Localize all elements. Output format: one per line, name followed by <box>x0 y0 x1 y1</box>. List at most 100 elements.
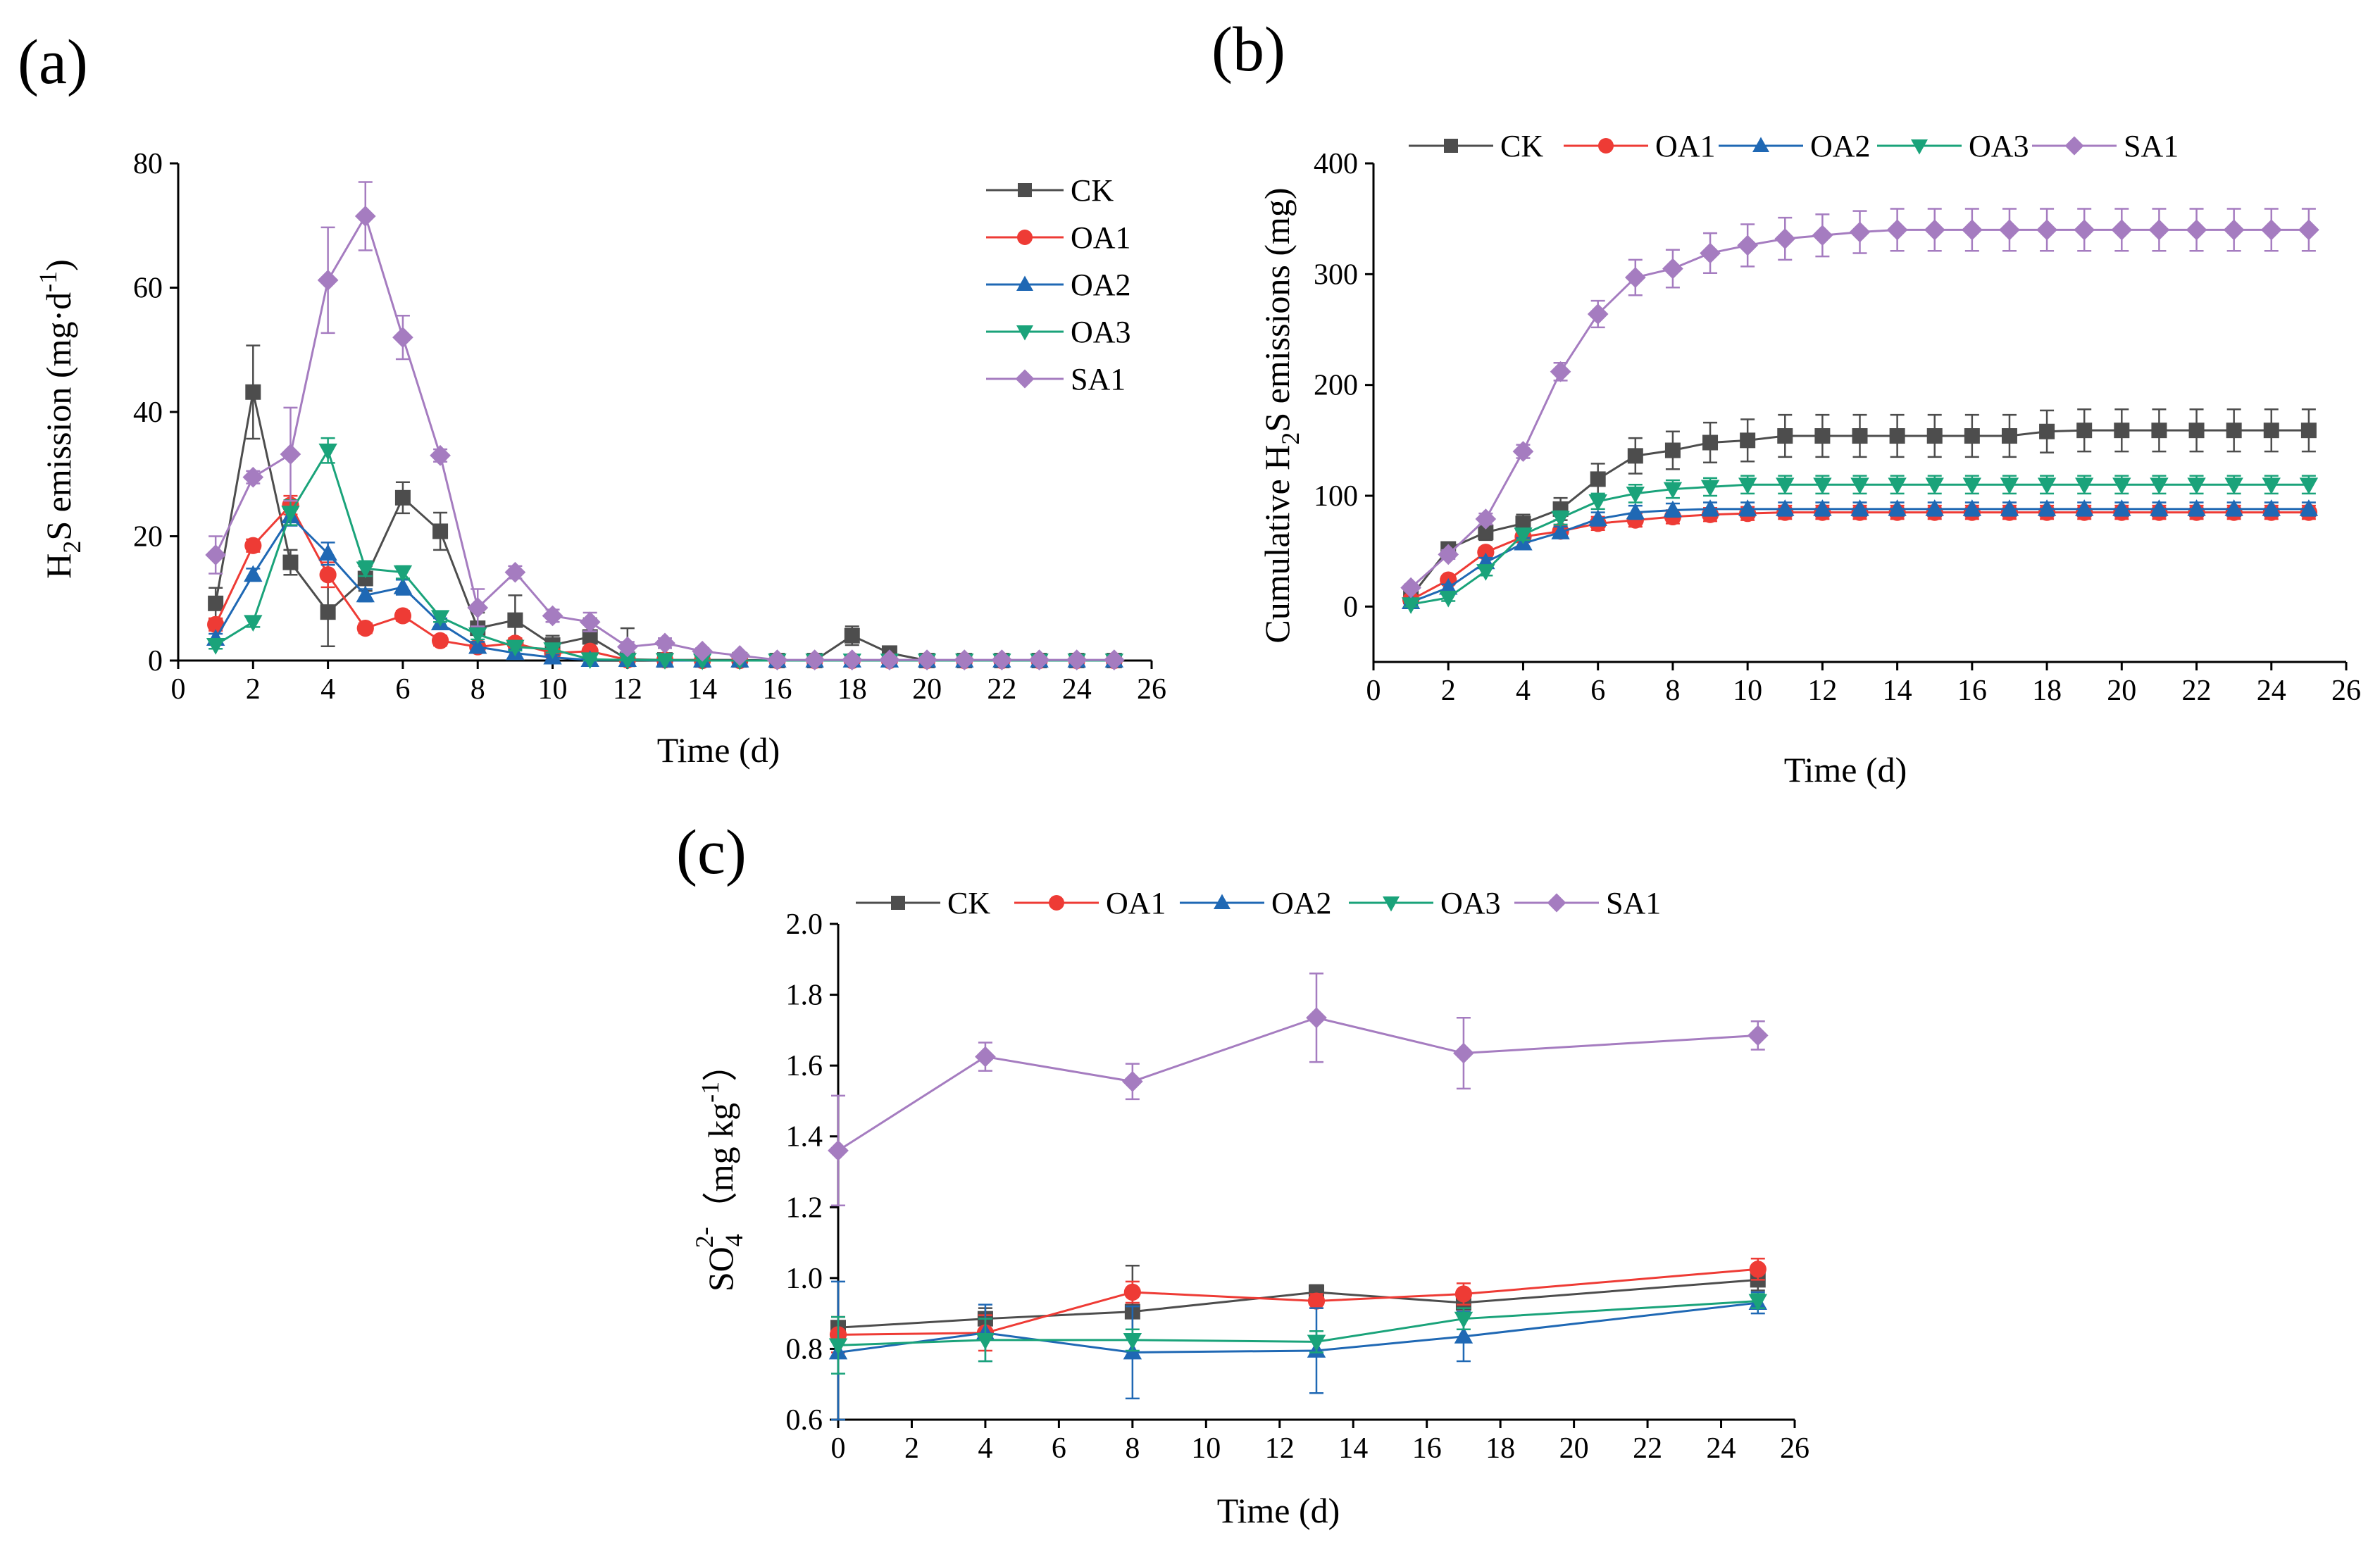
data-point-OA3 <box>2037 477 2057 495</box>
x-tick-label: 24 <box>1707 1432 1736 1465</box>
legend-marker-SA1 <box>1547 893 1566 913</box>
data-point-CK <box>282 554 299 570</box>
x-tick-label: 10 <box>1191 1432 1221 1465</box>
data-point-SA1 <box>654 632 675 654</box>
series-OA3 <box>1401 475 2319 614</box>
legend-item-SA1: SA1 <box>2032 129 2179 163</box>
legend-label-OA2: OA2 <box>1071 268 1131 302</box>
data-point-SA1 <box>991 649 1013 670</box>
series-OA1 <box>829 1257 1767 1353</box>
data-point-CK <box>394 489 411 506</box>
legend-marker-SA1 <box>2064 136 2084 156</box>
x-tick-label: 22 <box>987 673 1016 706</box>
y-tick-label: 40 <box>133 396 163 429</box>
data-point-SA1 <box>1849 221 1871 243</box>
x-tick-label: 18 <box>2032 675 2062 707</box>
data-point-OA2 <box>2150 499 2169 516</box>
legend-label-SA1: SA1 <box>1606 886 1661 920</box>
data-point-SA1 <box>280 444 301 465</box>
y-tick-label: 60 <box>133 273 163 305</box>
panel-c-chart: (c) Time (d) SO42-（mg kg-1） 0 2 4 6 8 10 12 14 1… <box>676 818 1809 1530</box>
data-point-SA1 <box>1999 219 2020 241</box>
y-tick-label: 0 <box>1343 591 1358 623</box>
data-point-OA3 <box>1123 1332 1142 1350</box>
legend-item-OA1: OA1 <box>1014 886 1166 920</box>
data-point-SA1 <box>879 649 900 670</box>
data-point-OA3 <box>1476 564 1495 581</box>
data-point-CK <box>2263 423 2279 439</box>
data-point-OA1 <box>394 607 412 625</box>
legend-label-CK: CK <box>1500 129 1543 163</box>
legend-marker-CK <box>1444 139 1458 153</box>
data-point-OA3 <box>580 652 599 669</box>
panel-b-label: (b) <box>1211 15 1285 85</box>
panel-a-legend: CK OA1 OA2 OA3 SA1 <box>986 173 1131 396</box>
series-SA1 <box>205 181 1125 670</box>
data-point-OA3 <box>2299 477 2319 495</box>
data-point-SA1 <box>1812 225 1833 246</box>
data-point-OA3 <box>618 653 637 670</box>
x-tick-label: 16 <box>1412 1432 1442 1465</box>
data-point-OA3 <box>1514 527 1533 544</box>
data-point-CK <box>2151 423 2167 439</box>
data-point-SA1 <box>1737 235 1759 256</box>
data-point-OA2 <box>2074 499 2094 516</box>
legend-marker-OA1 <box>1017 230 1033 245</box>
data-point-SA1 <box>542 605 563 627</box>
x-tick-label: 26 <box>1780 1432 1809 1465</box>
data-point-OA3 <box>1307 1334 1326 1352</box>
x-tick-label: 24 <box>1062 673 1092 706</box>
data-point-OA3 <box>1850 477 1869 495</box>
data-point-OA2 <box>318 544 337 561</box>
data-point-SA1 <box>2298 219 2319 241</box>
x-tick-label: 10 <box>1733 675 1762 707</box>
data-point-CK <box>2001 428 2017 444</box>
panel-a-plot-area <box>205 181 1125 670</box>
data-point-CK <box>1926 428 1943 444</box>
data-point-OA1 <box>1749 1261 1767 1278</box>
data-point-SA1 <box>1438 544 1459 565</box>
data-point-SA1 <box>242 466 264 488</box>
series-SA1 <box>1400 208 2319 599</box>
data-point-OA2 <box>2037 499 2057 516</box>
series-line-OA1 <box>837 1268 1758 1336</box>
data-point-SA1 <box>467 597 489 618</box>
data-point-CK <box>2188 423 2205 439</box>
series-line-SA1 <box>837 1016 1758 1152</box>
data-point-OA3 <box>2000 477 2019 495</box>
data-point-OA3 <box>393 565 413 582</box>
data-point-SA1 <box>692 640 714 662</box>
data-point-OA2 <box>2299 499 2319 516</box>
data-point-OA3 <box>2112 477 2131 495</box>
data-point-OA3 <box>692 654 712 670</box>
data-point-CK <box>1740 432 1756 449</box>
legend-item-OA1: OA1 <box>1564 129 1716 163</box>
panel-b-chart: (b) Time (d) Cumulative H2S emissions (m… <box>1211 15 2361 789</box>
legend-label-CK: CK <box>947 886 990 920</box>
x-tick-label: 0 <box>831 1432 846 1465</box>
data-point-SA1 <box>1747 1025 1769 1046</box>
data-point-CK <box>2300 423 2317 439</box>
data-point-OA1 <box>244 537 262 554</box>
data-point-CK <box>2226 423 2242 439</box>
legend-label-OA1: OA1 <box>1071 220 1131 255</box>
x-tick-label: 26 <box>1137 673 1166 706</box>
y-tick-label: 100 <box>1314 480 1358 513</box>
x-tick-label: 22 <box>2182 675 2212 707</box>
legend-marker-SA1 <box>1015 369 1035 389</box>
legend-item-SA1: SA1 <box>1514 886 1661 920</box>
x-tick-label: 12 <box>1265 1432 1295 1465</box>
data-point-SA1 <box>1886 219 1908 241</box>
x-tick-label: 2 <box>1441 675 1456 707</box>
data-point-SA1 <box>841 649 863 670</box>
data-point-CK <box>432 523 449 539</box>
data-point-OA3 <box>281 506 300 523</box>
data-point-OA3 <box>244 615 263 632</box>
legend-label-OA3: OA3 <box>1071 315 1131 349</box>
y-tick-label: 0 <box>148 645 163 677</box>
series-line-OA3 <box>215 448 1114 662</box>
legend-marker-OA3 <box>1383 896 1400 912</box>
data-point-OA3 <box>828 1338 848 1356</box>
data-point-OA2 <box>1888 499 1907 516</box>
data-point-CK <box>507 612 523 628</box>
